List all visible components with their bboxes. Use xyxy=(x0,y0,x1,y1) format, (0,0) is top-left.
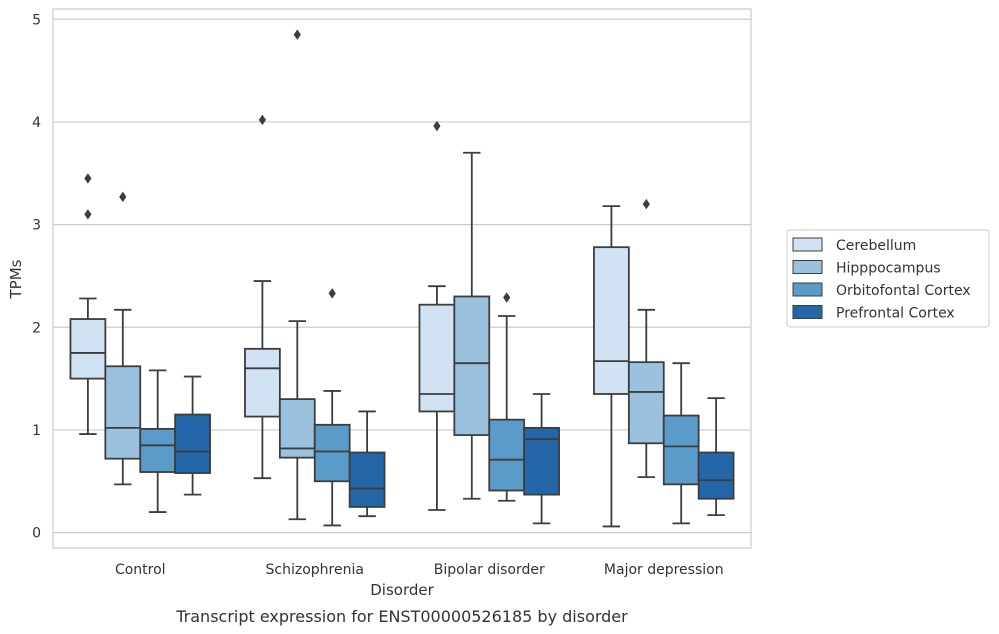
box-3 xyxy=(174,375,211,496)
box-iqr xyxy=(523,426,560,496)
y-axis-label: TPMs xyxy=(7,259,25,299)
box-iqr xyxy=(697,451,735,500)
outlier-point xyxy=(84,209,92,220)
y-tick-label: 3 xyxy=(32,218,41,234)
x-tick-label: Control xyxy=(115,562,166,578)
y-tick-label: 4 xyxy=(32,115,41,131)
box-1 xyxy=(627,198,665,479)
x-tick-label: Major depression xyxy=(604,562,724,578)
box-2 xyxy=(139,369,177,513)
figure-caption: Transcript expression for ENST0000052618… xyxy=(175,607,628,626)
x-axis-ticks: Control Schizophrenia Bipolar disorder Majo… xyxy=(115,562,724,578)
box-3 xyxy=(697,397,735,517)
box-iqr xyxy=(418,303,456,413)
x-tick-label: Schizophrenia xyxy=(266,562,364,578)
legend-swatch xyxy=(792,305,823,319)
box-3 xyxy=(348,410,386,518)
x-axis-label: Disorder xyxy=(370,581,434,599)
y-tick-label: 2 xyxy=(32,320,41,336)
outlier-point xyxy=(433,120,441,132)
box-0 xyxy=(244,114,281,480)
legend-item: Hipppocampus xyxy=(792,260,941,277)
legend-frame xyxy=(786,229,990,328)
box-0 xyxy=(69,173,107,435)
legend-item: Orbitofontal Cortex xyxy=(792,282,971,299)
legend-label: Cerebellum xyxy=(836,238,916,254)
box-1 xyxy=(278,29,316,521)
box-iqr xyxy=(627,361,665,445)
legend-label: Orbitofontal Cortex xyxy=(836,283,971,299)
box-iqr xyxy=(139,428,177,473)
box-1 xyxy=(104,191,142,486)
box-2 xyxy=(488,292,526,502)
outlier-point xyxy=(84,173,92,184)
box-iqr xyxy=(593,246,630,395)
box-iqr xyxy=(104,365,142,460)
y-tick-label: 0 xyxy=(32,526,41,542)
box-1 xyxy=(453,151,491,500)
legend-swatch xyxy=(792,260,823,274)
box-iqr xyxy=(488,418,526,492)
legend-label: Prefrontal Cortex xyxy=(836,306,955,322)
legend-swatch xyxy=(792,282,823,297)
box-iqr xyxy=(244,347,281,418)
x-tick-label: Bipolar disorder xyxy=(434,562,545,578)
y-tick-label: 1 xyxy=(32,423,41,439)
box-0 xyxy=(418,120,456,511)
box-2 xyxy=(313,288,351,527)
box-2 xyxy=(662,362,700,525)
legend-label: Hipppocampus xyxy=(836,261,941,277)
legend-item: Prefrontal Cortex xyxy=(792,305,955,322)
box-3 xyxy=(523,393,560,525)
box-iqr xyxy=(453,295,491,436)
y-tick-label: 5 xyxy=(32,12,41,28)
plot-area xyxy=(52,8,752,549)
legend-swatch xyxy=(792,237,823,252)
outlier-point xyxy=(642,198,650,210)
outlier-point xyxy=(328,288,336,299)
outlier-point xyxy=(258,114,266,126)
box-iqr xyxy=(313,423,351,483)
box-iqr xyxy=(69,318,107,380)
legend-item: Cerebellum xyxy=(792,237,916,254)
outlier-point xyxy=(293,29,301,40)
box-iqr xyxy=(174,413,211,474)
box-iqr xyxy=(348,451,386,508)
outlier-point xyxy=(503,292,511,303)
y-axis-ticks: 0 1 2 3 4 5 xyxy=(32,12,41,541)
box-0 xyxy=(593,205,630,528)
legend: Cerebellum Hipppocampus Orbitofontal Corte… xyxy=(786,229,990,328)
box-series xyxy=(69,29,735,528)
box-iqr xyxy=(662,414,700,486)
outlier-point xyxy=(119,191,127,203)
